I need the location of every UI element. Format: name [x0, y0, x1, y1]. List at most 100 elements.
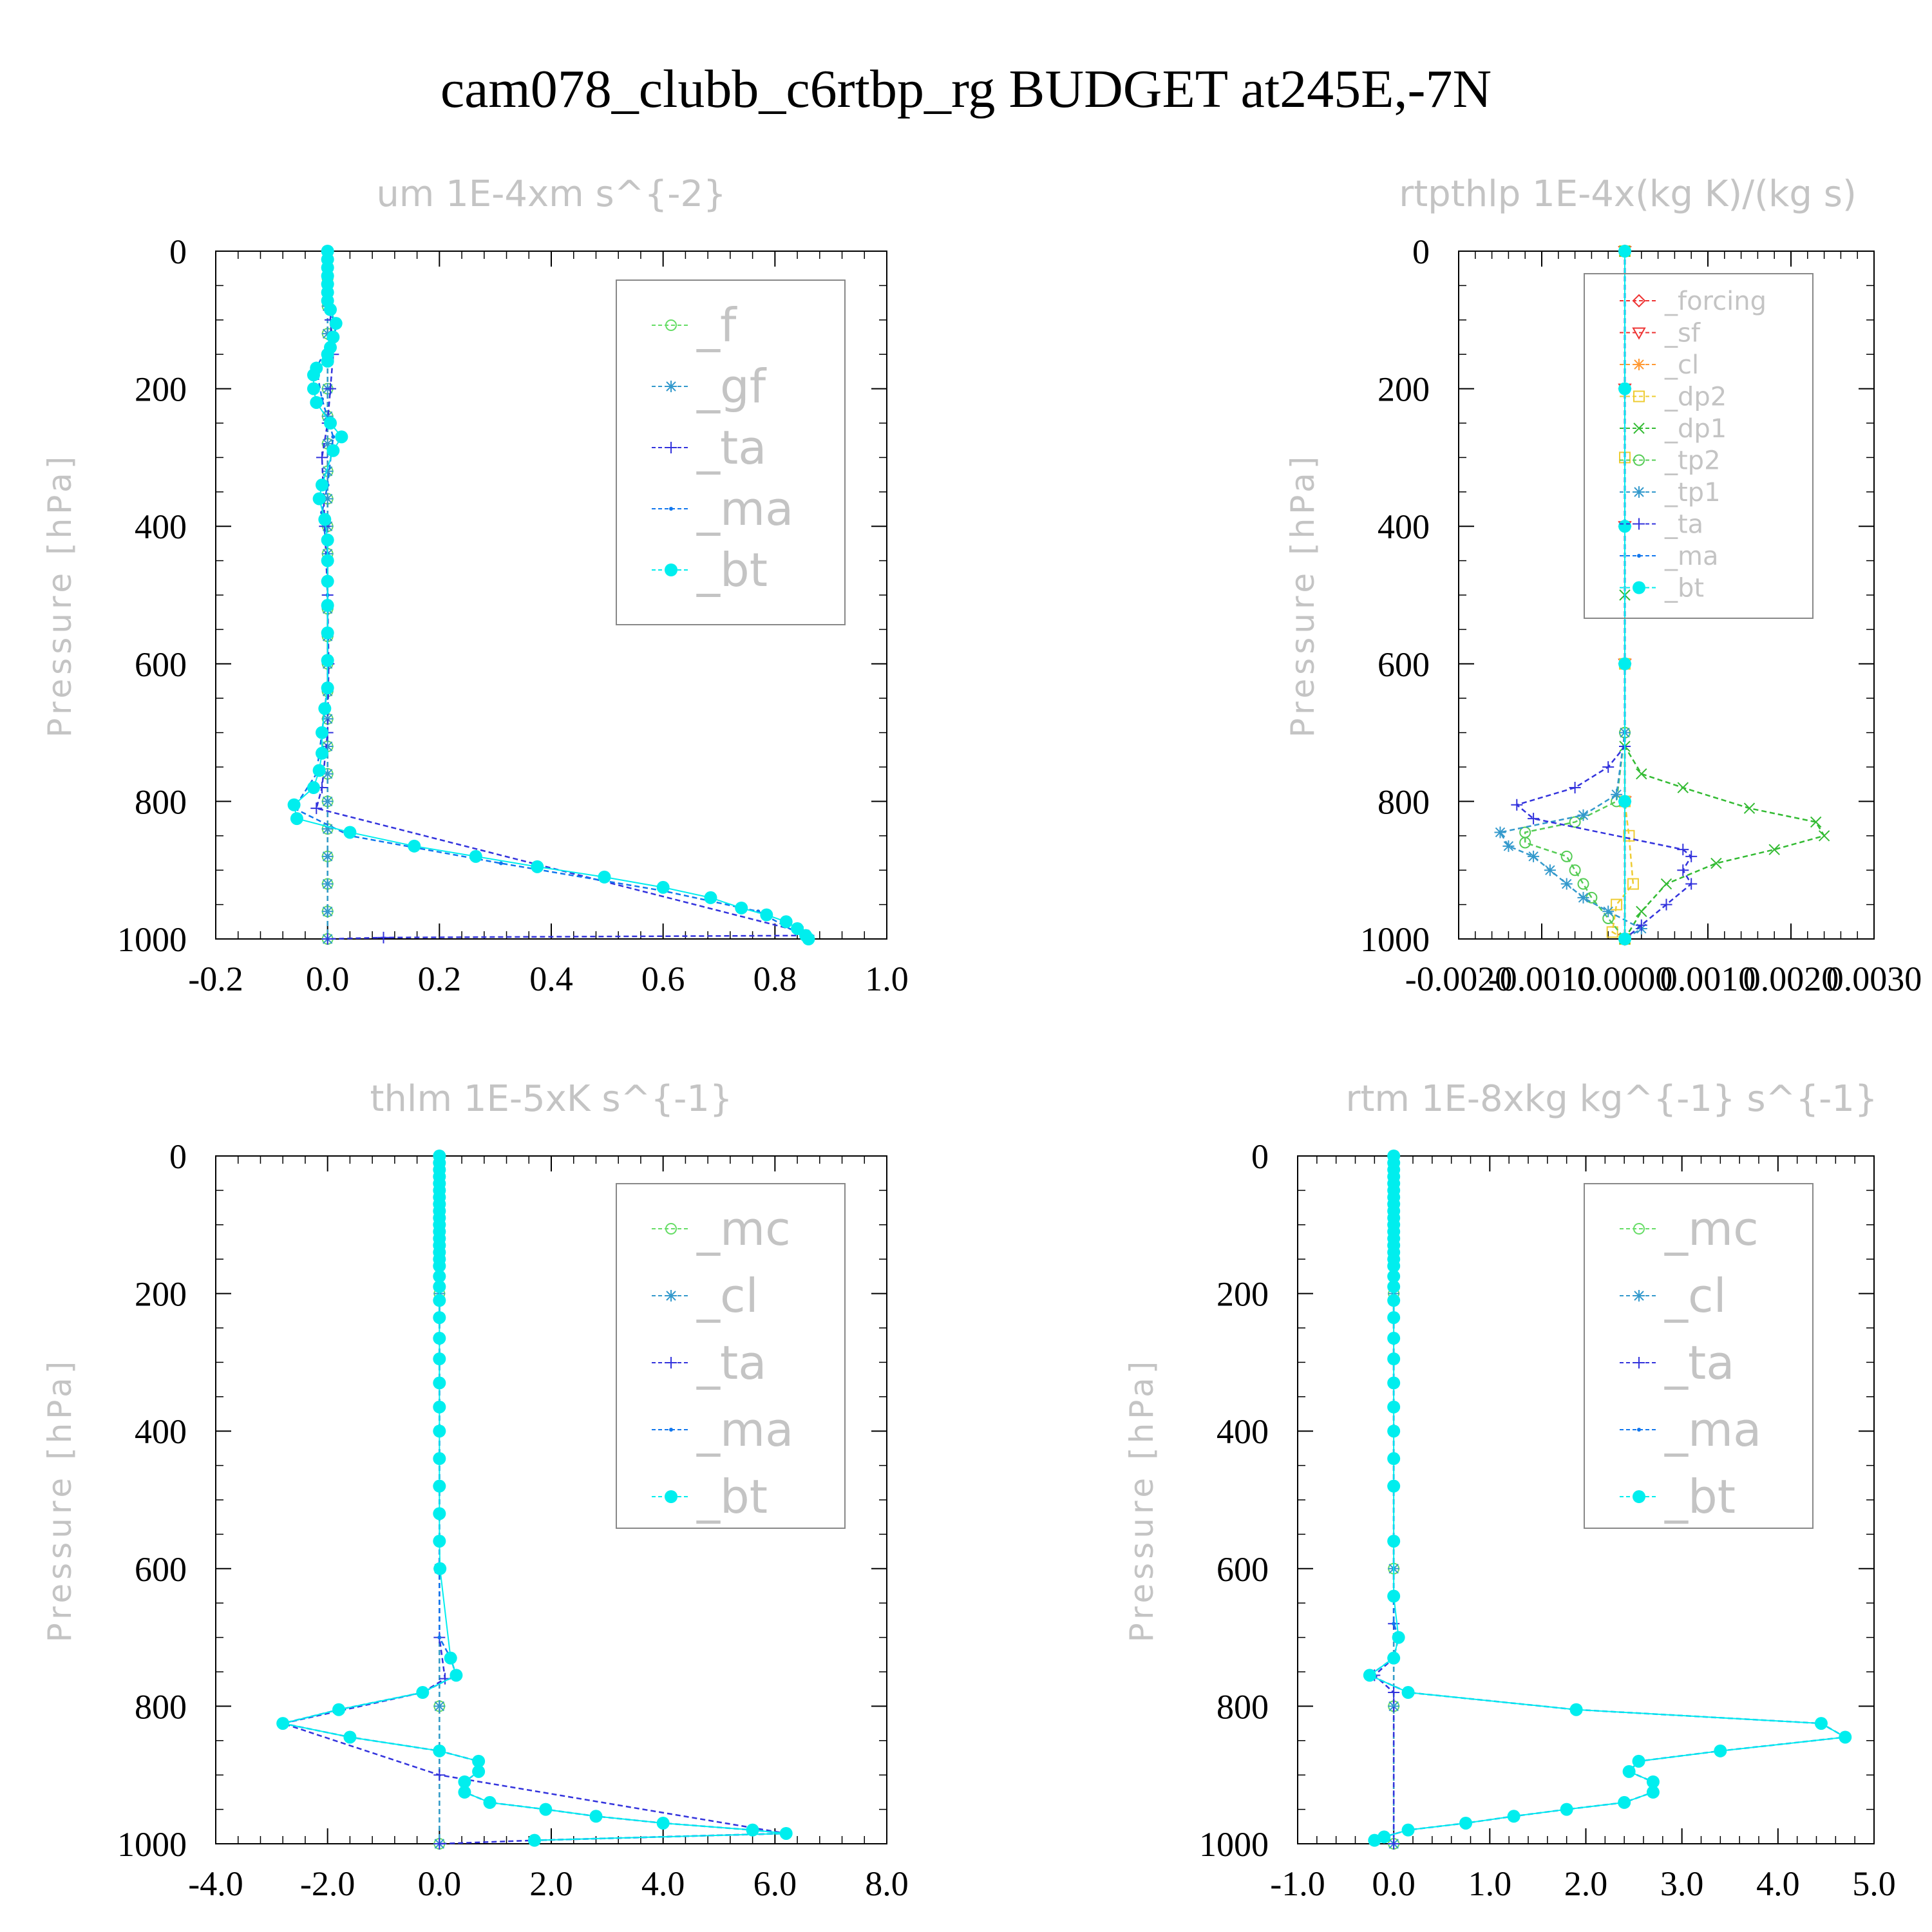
- data-point-bt: [321, 654, 334, 667]
- data-point-bt: [458, 1785, 471, 1799]
- legend-item-tp2: _tp2: [1620, 446, 1721, 476]
- x-tick-label: 6.0: [753, 1864, 797, 1903]
- y-tick-label: 600: [1378, 645, 1430, 684]
- data-point-ta: [325, 383, 337, 395]
- data-point-tp2: [1577, 878, 1589, 890]
- data-point-bt: [433, 1425, 446, 1438]
- legend-marker: [669, 1428, 673, 1432]
- x-tick-label: -0.0020: [1405, 960, 1512, 998]
- data-point-bt: [1387, 1259, 1401, 1273]
- data-point-bt: [1368, 1833, 1381, 1847]
- legend-item-bt: _bt: [1620, 1470, 1736, 1524]
- data-point-gf: [321, 328, 334, 340]
- data-point-ta: [310, 802, 323, 815]
- legend-marker: [665, 319, 677, 331]
- data-point-dp1: [1636, 905, 1647, 917]
- data-point-bt: [433, 1259, 446, 1273]
- legend-item-bt: _bt: [652, 543, 768, 597]
- data-point-bt: [1618, 382, 1631, 395]
- data-point-bt: [324, 303, 337, 316]
- data-point-bt: [1632, 1754, 1645, 1768]
- data-point-bt: [1618, 657, 1631, 670]
- series-bt: [1618, 245, 1631, 945]
- legend-item-cl: _cl: [1620, 1269, 1727, 1323]
- data-point-bt: [327, 330, 340, 344]
- data-point-bt: [746, 1823, 759, 1837]
- legend-label: _ma: [696, 482, 793, 536]
- x-tick-label: 0.0020: [1743, 960, 1839, 998]
- legend-item-f: _f: [652, 298, 737, 352]
- data-point-bt: [315, 478, 328, 492]
- data-point-tp1: [1577, 891, 1589, 904]
- legend-label: _ta: [696, 1336, 766, 1390]
- y-tick-label: 0: [1412, 232, 1430, 271]
- data-point-bt: [312, 492, 326, 506]
- legend-label: _cl: [1664, 350, 1699, 380]
- legend-label: _dp1: [1664, 414, 1727, 444]
- y-tick-label: 400: [1217, 1412, 1269, 1451]
- y-tick-label: 200: [1378, 370, 1430, 409]
- data-point-ta: [1635, 919, 1647, 931]
- data-point-bt: [315, 746, 328, 760]
- y-tick-label: 800: [1378, 782, 1430, 821]
- data-point-ta: [433, 1769, 446, 1781]
- legend-marker: [1633, 1490, 1645, 1503]
- y-tick-label: 1000: [1360, 920, 1430, 959]
- legend-label: _bt: [696, 1470, 768, 1524]
- data-point-bt: [1618, 520, 1631, 533]
- legend-label: _forcing: [1664, 287, 1766, 316]
- legend-marker: [1633, 390, 1645, 402]
- y-tick-label: 400: [1378, 507, 1430, 546]
- data-point-bt: [779, 915, 793, 929]
- legend-marker: [665, 1357, 677, 1368]
- legend-label: _gf: [696, 359, 767, 413]
- data-point-bt: [1387, 1352, 1401, 1366]
- data-point-bt: [539, 1803, 553, 1816]
- legend-label: _bt: [1664, 1470, 1736, 1524]
- panel-1: um 1E-4xm s^{-2} Pressure [hPa] 0 200 400 600…: [41, 173, 909, 998]
- data-point-bt: [1387, 1376, 1401, 1390]
- data-point-tp1: [1528, 850, 1540, 862]
- x-tick-label: 8.0: [865, 1864, 909, 1903]
- data-point-bt: [469, 849, 482, 863]
- data-point-bt: [290, 812, 303, 826]
- legend-item-ma: _ma: [1620, 1403, 1761, 1457]
- legend-marker: [1632, 327, 1646, 340]
- data-point-bt: [1618, 795, 1631, 808]
- data-point-bt: [1387, 1535, 1401, 1548]
- legend-marker: [665, 1290, 677, 1302]
- x-tick-label: 0.8: [753, 960, 797, 998]
- legend-marker: [1633, 359, 1645, 370]
- legend-label: _bt: [1664, 574, 1704, 603]
- data-point-ta: [1528, 813, 1540, 825]
- data-point-dp1: [1677, 782, 1689, 793]
- data-point-bt: [343, 826, 357, 839]
- data-point-bt: [1387, 1332, 1401, 1345]
- data-point-bt: [444, 1651, 457, 1665]
- data-point-ta: [1569, 782, 1581, 794]
- x-tick-label: -1.0: [1270, 1864, 1325, 1903]
- data-point-ta: [1685, 878, 1698, 890]
- data-point-bt: [1814, 1717, 1828, 1730]
- y-tick-label: 0: [1251, 1137, 1269, 1176]
- y-axis-label: Pressure [hPa]: [1123, 1358, 1160, 1643]
- legend-label: _ta: [1664, 1336, 1734, 1390]
- x-tick-label: -0.0010: [1488, 960, 1595, 998]
- y-tick-label: 600: [135, 645, 187, 684]
- data-point-tp1: [1602, 905, 1615, 918]
- data-point-bt: [1618, 1795, 1631, 1809]
- data-point-ma: [437, 1635, 442, 1640]
- legend-marker: [1633, 422, 1645, 434]
- y-tick-label: 0: [169, 232, 187, 271]
- legend-label: _ma: [1664, 1403, 1761, 1457]
- panel-title: rtpthlp 1E-4x(kg K)/(kg s): [1399, 173, 1857, 215]
- x-tick-label: 0.4: [529, 960, 573, 998]
- legend-item-ma: _ma: [652, 482, 793, 536]
- y-axis-label: Pressure [hPa]: [41, 1358, 79, 1643]
- data-point-bt: [760, 908, 773, 922]
- data-point-bt: [318, 513, 332, 526]
- legend-item-gf: _gf: [652, 359, 767, 413]
- data-point-bt: [472, 1754, 486, 1768]
- data-point-bt: [1622, 1765, 1636, 1778]
- legend-label: _ta: [1664, 510, 1703, 540]
